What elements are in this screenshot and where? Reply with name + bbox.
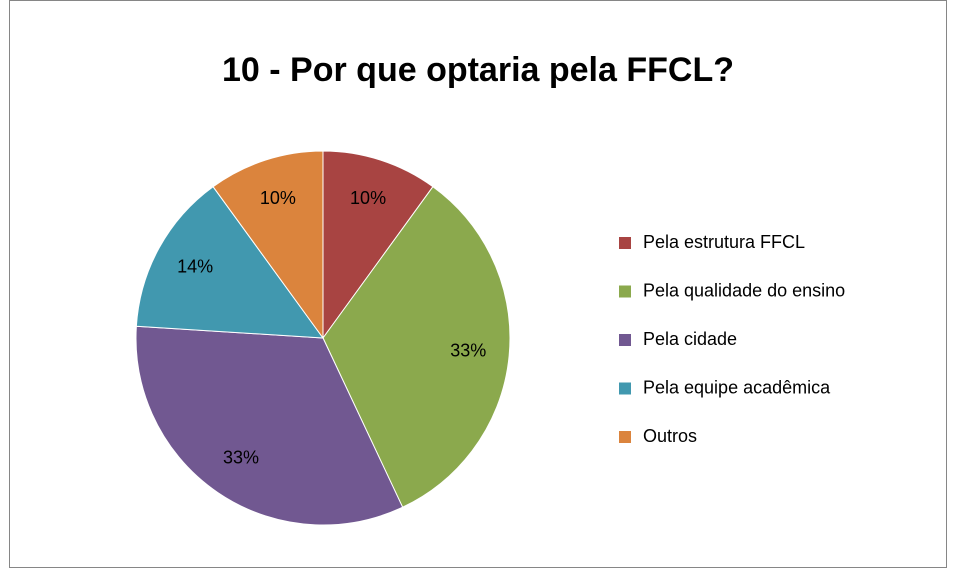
legend-swatch [619,334,631,346]
pie-slice [135,186,325,339]
legend-label: Pela cidade [643,329,737,349]
legend-swatch [619,382,631,395]
legend-label: Pela estrutura FFCL [643,232,805,252]
legend-label: Pela qualidade do ensino [643,280,845,300]
chart-title: 10 - Por que optaria pela FFCL? [222,51,734,89]
legend-swatch [619,431,631,443]
data-label: 33% [223,447,259,467]
legend-label: Pela equipe acadêmica [643,377,831,397]
pie-slice [212,150,324,340]
data-label: 33% [450,340,486,360]
pie-slice [322,186,511,508]
legend-label: Outros [643,426,697,446]
data-label: 10% [260,188,296,208]
legend-swatch [619,237,631,249]
legend-swatch [619,285,631,298]
data-label: 10% [350,188,386,208]
pie-slice [135,325,404,526]
pie-slice [322,150,434,340]
data-label: 14% [177,256,213,276]
